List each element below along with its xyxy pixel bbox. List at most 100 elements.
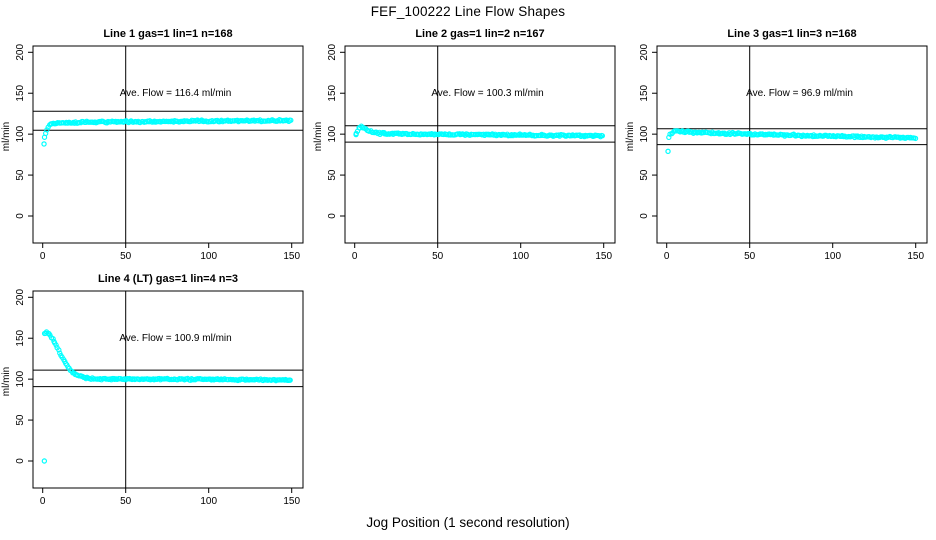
chart-svg-line-3: 0 50 100 150 0 50 100 150 200 ml/min Line 3 gas=1 … bbox=[625, 28, 928, 262]
data-point bbox=[251, 117, 257, 123]
data-point bbox=[146, 119, 152, 125]
y-tick-label: 0 bbox=[15, 213, 26, 219]
y-tick-label: 100 bbox=[327, 125, 338, 142]
data-points bbox=[41, 329, 293, 464]
data-point bbox=[666, 134, 672, 141]
data-point bbox=[272, 377, 278, 383]
data-points bbox=[353, 123, 606, 140]
y-axis-ticks: 0 50 100 150 200 bbox=[327, 44, 345, 219]
panel-line-1: 0 50 100 150 0 50 100 150 200 ml/min Line 1 gas=1 … bbox=[0, 20, 312, 265]
x-tick-label: 50 bbox=[432, 251, 444, 262]
outlier-point bbox=[41, 141, 47, 147]
data-point bbox=[234, 117, 240, 123]
data-point bbox=[751, 132, 757, 138]
x-tick-label: 100 bbox=[200, 251, 217, 262]
y-tick-label: 200 bbox=[15, 289, 26, 306]
x-tick-label: 50 bbox=[120, 496, 132, 507]
outlier-point bbox=[41, 458, 48, 464]
x-tick-label: 100 bbox=[824, 251, 841, 262]
panel-line-3: 0 50 100 150 0 50 100 150 200 ml/min Line 3 gas=1 … bbox=[624, 20, 936, 265]
x-tick-label: 0 bbox=[40, 496, 46, 507]
ave-flow-annotation: Ave. Flow = 100.3 ml/min bbox=[431, 88, 543, 99]
data-point bbox=[53, 342, 59, 348]
data-point bbox=[287, 377, 293, 383]
x-tick-label: 150 bbox=[283, 251, 300, 262]
data-point bbox=[44, 127, 50, 133]
y-tick-label: 50 bbox=[327, 169, 338, 181]
data-point bbox=[912, 135, 919, 142]
x-tick-label: 50 bbox=[744, 251, 756, 262]
data-point bbox=[50, 336, 56, 342]
panel-title: Line 4 (LT) gas=1 lin=4 n=3 bbox=[98, 273, 238, 285]
ave-flow-annotation: Ave. Flow = 96.9 ml/min bbox=[746, 88, 853, 99]
x-axis-ticks: 0 50 100 150 bbox=[40, 243, 300, 262]
panel-title: Line 2 gas=1 lin=2 n=167 bbox=[415, 28, 544, 40]
y-axis-unit-label: ml/min bbox=[313, 122, 324, 151]
data-point bbox=[108, 377, 114, 383]
plot-box bbox=[344, 45, 616, 244]
x-tick-label: 150 bbox=[283, 496, 300, 507]
x-tick-label: 0 bbox=[40, 251, 46, 262]
chart-svg-line-1: 0 50 100 150 0 50 100 150 200 ml/min Line 1 gas=1 … bbox=[1, 28, 304, 262]
y-axis-ticks: 0 50 100 150 200 bbox=[15, 289, 33, 464]
x-axis-label: Jog Position (1 second resolution) bbox=[366, 515, 570, 530]
figure-title: FEF_100222 Line Flow Shapes bbox=[370, 4, 566, 19]
data-point bbox=[47, 332, 53, 338]
data-point bbox=[492, 131, 498, 137]
x-axis-ticks: 0 50 100 150 bbox=[664, 243, 924, 262]
data-points bbox=[665, 128, 919, 155]
y-axis-unit-label: ml/min bbox=[1, 122, 12, 151]
data-point bbox=[599, 133, 606, 139]
x-tick-label: 100 bbox=[512, 251, 529, 262]
panel-title: Line 3 gas=1 lin=3 n=168 bbox=[727, 28, 856, 40]
ave-flow-annotation: Ave. Flow = 116.4 ml/min bbox=[120, 88, 232, 99]
y-tick-label: 100 bbox=[15, 125, 26, 142]
data-point bbox=[65, 364, 71, 370]
data-points bbox=[41, 117, 294, 147]
data-point bbox=[121, 376, 128, 382]
data-point bbox=[56, 347, 62, 353]
x-axis-ticks: 0 50 100 150 bbox=[352, 243, 612, 262]
y-tick-label: 100 bbox=[639, 125, 650, 142]
y-axis-unit-label: ml/min bbox=[625, 122, 636, 151]
x-tick-label: 100 bbox=[200, 496, 217, 507]
y-tick-label: 100 bbox=[15, 370, 26, 387]
panel-line-2: 0 50 100 150 0 50 100 150 200 ml/min Line 2 gas=1 … bbox=[312, 20, 624, 265]
panel-line-4: 0 50 100 150 0 50 100 150 200 ml/min Line 4 (LT) g… bbox=[0, 265, 312, 510]
outlier-point bbox=[665, 148, 671, 155]
y-tick-label: 200 bbox=[327, 44, 338, 61]
x-axis-ticks: 0 50 100 150 bbox=[40, 488, 300, 507]
y-tick-label: 50 bbox=[639, 169, 650, 181]
y-axis-ticks: 0 50 100 150 200 bbox=[15, 44, 33, 219]
y-tick-label: 50 bbox=[15, 414, 26, 426]
ave-flow-annotation: Ave. Flow = 100.9 ml/min bbox=[119, 333, 231, 344]
plot-box bbox=[32, 290, 304, 489]
y-tick-label: 150 bbox=[639, 84, 650, 101]
y-tick-label: 200 bbox=[639, 44, 650, 61]
x-tick-label: 0 bbox=[664, 251, 670, 262]
y-tick-label: 50 bbox=[15, 169, 26, 181]
data-point bbox=[187, 118, 194, 125]
outlier-point bbox=[353, 131, 359, 138]
data-point bbox=[88, 376, 94, 382]
data-point bbox=[288, 117, 294, 123]
y-tick-label: 0 bbox=[639, 213, 650, 219]
chart-svg-line-4: 0 50 100 150 0 50 100 150 200 ml/min Line 4 (LT) g… bbox=[1, 273, 304, 507]
data-point bbox=[127, 119, 133, 125]
chart-svg-line-2: 0 50 100 150 0 50 100 150 200 ml/min Line 2 gas=1 … bbox=[313, 28, 616, 262]
plot-box bbox=[656, 45, 928, 244]
data-point bbox=[734, 130, 741, 137]
panel-title: Line 1 gas=1 lin=1 n=168 bbox=[103, 28, 232, 40]
x-tick-label: 150 bbox=[907, 251, 924, 262]
x-tick-label: 0 bbox=[352, 251, 358, 262]
y-axis-unit-label: ml/min bbox=[1, 367, 12, 396]
y-tick-label: 200 bbox=[15, 44, 26, 61]
data-point bbox=[685, 128, 692, 134]
y-tick-label: 150 bbox=[15, 84, 26, 101]
y-tick-label: 150 bbox=[327, 84, 338, 101]
x-tick-label: 150 bbox=[595, 251, 612, 262]
plot-box bbox=[32, 45, 304, 244]
y-tick-label: 0 bbox=[327, 213, 338, 219]
y-tick-label: 0 bbox=[15, 458, 26, 464]
